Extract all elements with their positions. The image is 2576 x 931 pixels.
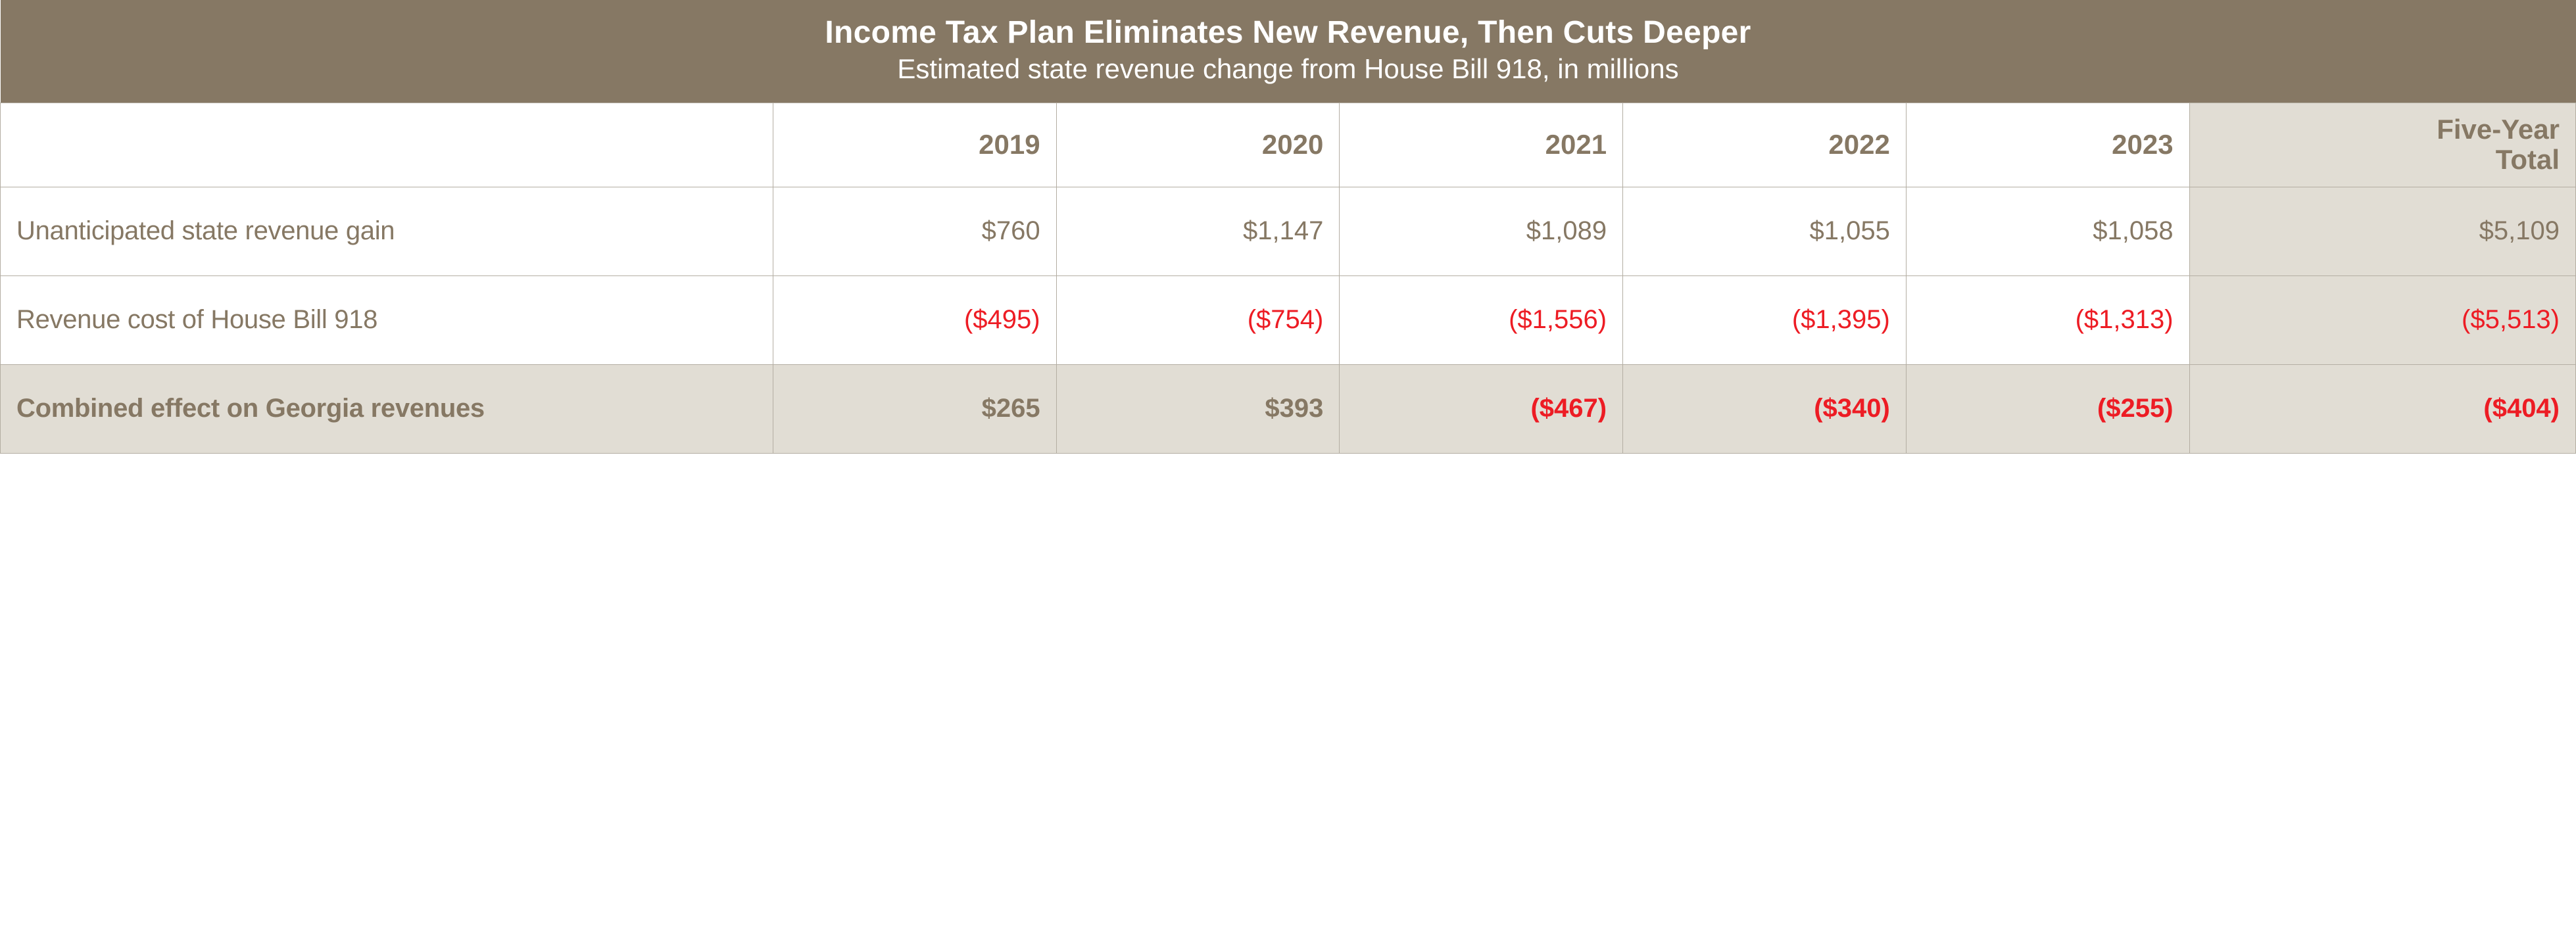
cell-value: $265 [773, 364, 1056, 453]
cell-total: $5,109 [2189, 187, 2575, 275]
cell-value: ($1,556) [1340, 275, 1623, 364]
col-2019: 2019 [773, 103, 1056, 187]
table-row: Unanticipated state revenue gain$760$1,1… [1, 187, 2576, 275]
cell-value: $1,147 [1056, 187, 1340, 275]
cell-total: ($5,513) [2189, 275, 2575, 364]
title-main: Income Tax Plan Eliminates New Revenue, … [7, 14, 2569, 51]
table-row: Combined effect on Georgia revenues$265$… [1, 364, 2576, 453]
cell-value: $393 [1056, 364, 1340, 453]
cell-value: ($1,395) [1623, 275, 1907, 364]
title-sub: Estimated state revenue change from Hous… [7, 52, 2569, 87]
cell-value: ($255) [1906, 364, 2189, 453]
cell-value: $1,089 [1340, 187, 1623, 275]
row-label: Unanticipated state revenue gain [1, 187, 773, 275]
col-total: Five-Year Total [2189, 103, 2575, 187]
row-label: Revenue cost of House Bill 918 [1, 275, 773, 364]
col-2023: 2023 [1906, 103, 2189, 187]
col-2022: 2022 [1623, 103, 1907, 187]
revenue-table: Income Tax Plan Eliminates New Revenue, … [0, 0, 2576, 454]
cell-value: ($1,313) [1906, 275, 2189, 364]
cell-value: ($495) [773, 275, 1056, 364]
title-row: Income Tax Plan Eliminates New Revenue, … [1, 0, 2576, 103]
cell-value: ($340) [1623, 364, 1907, 453]
cell-value: $1,058 [1906, 187, 2189, 275]
table-row: Revenue cost of House Bill 918($495)($75… [1, 275, 2576, 364]
cell-value: $1,055 [1623, 187, 1907, 275]
cell-value: ($754) [1056, 275, 1340, 364]
header-blank [1, 103, 773, 187]
cell-value: $760 [773, 187, 1056, 275]
col-2021: 2021 [1340, 103, 1623, 187]
total-label-l1: Five-Year [2437, 114, 2560, 145]
header-row: 2019 2020 2021 2022 2023 Five-Year Total [1, 103, 2576, 187]
col-2020: 2020 [1056, 103, 1340, 187]
total-label-l2: Total [2496, 144, 2560, 175]
cell-value: ($467) [1340, 364, 1623, 453]
cell-total: ($404) [2189, 364, 2575, 453]
row-label: Combined effect on Georgia revenues [1, 364, 773, 453]
